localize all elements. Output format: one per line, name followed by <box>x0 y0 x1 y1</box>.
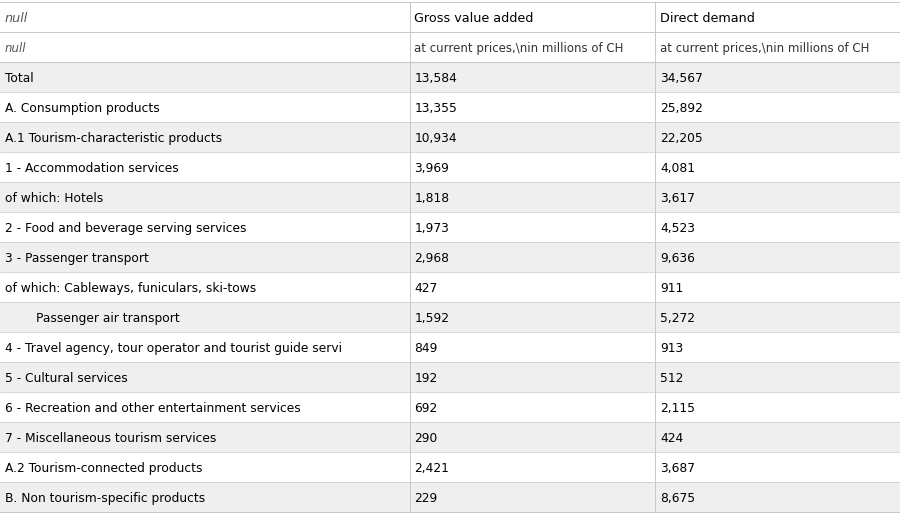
Text: null: null <box>5 42 26 55</box>
Bar <box>0 332 900 362</box>
Text: 5,272: 5,272 <box>661 312 695 325</box>
Text: 2 - Food and beverage serving services: 2 - Food and beverage serving services <box>5 222 247 235</box>
Text: 427: 427 <box>415 282 437 295</box>
Text: Gross value added: Gross value added <box>415 12 534 25</box>
Text: 849: 849 <box>415 342 438 355</box>
Text: 3 - Passenger transport: 3 - Passenger transport <box>5 252 148 265</box>
Bar <box>0 32 900 62</box>
Text: 911: 911 <box>661 282 683 295</box>
Bar <box>0 302 900 332</box>
Bar <box>0 242 900 272</box>
Bar <box>0 92 900 122</box>
Text: 5 - Cultural services: 5 - Cultural services <box>5 372 128 385</box>
Text: 512: 512 <box>661 372 684 385</box>
Text: B. Non tourism-specific products: B. Non tourism-specific products <box>5 492 205 505</box>
Text: 10,934: 10,934 <box>415 132 457 145</box>
Bar <box>0 392 900 422</box>
Text: 1,818: 1,818 <box>415 192 450 205</box>
Bar <box>0 182 900 212</box>
Bar <box>0 422 900 452</box>
Text: 4 - Travel agency, tour operator and tourist guide servi: 4 - Travel agency, tour operator and tou… <box>5 342 342 355</box>
Text: 13,355: 13,355 <box>415 102 457 115</box>
Text: 4,081: 4,081 <box>661 162 695 175</box>
Text: 7 - Miscellaneous tourism services: 7 - Miscellaneous tourism services <box>5 432 216 445</box>
Text: 3,969: 3,969 <box>415 162 449 175</box>
Text: Passenger air transport: Passenger air transport <box>5 312 180 325</box>
Text: Total: Total <box>5 72 33 85</box>
Text: 1 - Accommodation services: 1 - Accommodation services <box>5 162 179 175</box>
Text: 3,687: 3,687 <box>661 462 695 475</box>
Text: 192: 192 <box>415 372 437 385</box>
Text: of which: Hotels: of which: Hotels <box>5 192 104 205</box>
Bar <box>0 62 900 92</box>
Text: 9,636: 9,636 <box>661 252 695 265</box>
Text: 424: 424 <box>661 432 683 445</box>
Bar <box>0 362 900 392</box>
Bar <box>0 122 900 152</box>
Text: of which: Cableways, funiculars, ski-tows: of which: Cableways, funiculars, ski-tow… <box>5 282 256 295</box>
Text: null: null <box>5 12 28 25</box>
Text: 25,892: 25,892 <box>661 102 703 115</box>
Text: 2,421: 2,421 <box>415 462 449 475</box>
Bar <box>0 272 900 302</box>
Bar <box>0 482 900 512</box>
Bar <box>0 212 900 242</box>
Bar <box>0 2 900 32</box>
Text: A. Consumption products: A. Consumption products <box>5 102 160 115</box>
Text: 13,584: 13,584 <box>415 72 457 85</box>
Text: 6 - Recreation and other entertainment services: 6 - Recreation and other entertainment s… <box>5 402 301 415</box>
Text: 692: 692 <box>415 402 437 415</box>
Text: 229: 229 <box>415 492 437 505</box>
Text: 1,973: 1,973 <box>415 222 449 235</box>
Text: 913: 913 <box>661 342 683 355</box>
Text: at current prices,\nin millions of CH: at current prices,\nin millions of CH <box>661 42 869 55</box>
Text: 2,115: 2,115 <box>661 402 695 415</box>
Text: 290: 290 <box>415 432 437 445</box>
Text: 4,523: 4,523 <box>661 222 695 235</box>
Text: 34,567: 34,567 <box>661 72 703 85</box>
Text: 2,968: 2,968 <box>415 252 449 265</box>
Text: 1,592: 1,592 <box>415 312 449 325</box>
Text: A.2 Tourism-connected products: A.2 Tourism-connected products <box>5 462 202 475</box>
Text: 3,617: 3,617 <box>661 192 695 205</box>
Text: 22,205: 22,205 <box>661 132 703 145</box>
Bar <box>0 452 900 482</box>
Text: Direct demand: Direct demand <box>661 12 755 25</box>
Text: at current prices,\nin millions of CH: at current prices,\nin millions of CH <box>415 42 624 55</box>
Text: 8,675: 8,675 <box>661 492 696 505</box>
Text: A.1 Tourism-characteristic products: A.1 Tourism-characteristic products <box>5 132 222 145</box>
Bar <box>0 152 900 182</box>
